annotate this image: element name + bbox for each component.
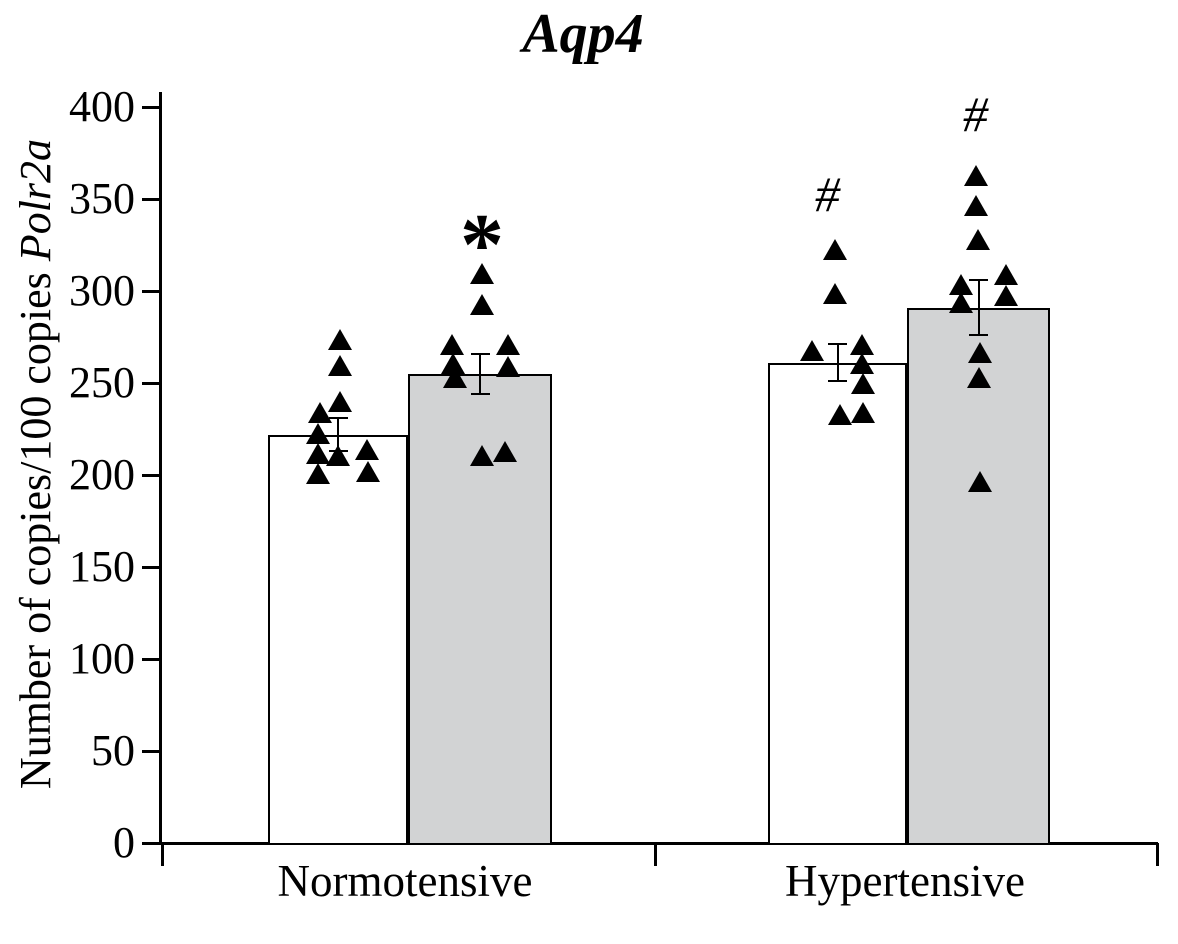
data-point-triangle (849, 334, 874, 356)
y-tick-label: 50 (91, 726, 135, 775)
y-tick-mark (142, 841, 160, 845)
error-bar-cap-top (328, 416, 348, 419)
y-tick-label: 200 (69, 450, 135, 499)
data-point-triangle (496, 334, 520, 356)
error-bar-line (337, 417, 339, 452)
data-point-triangle (799, 339, 824, 361)
y-tick-label: 150 (69, 542, 135, 591)
error-bar-line (977, 279, 980, 336)
data-point-triangle (470, 262, 494, 284)
error-bar-cap-bottom (969, 334, 988, 337)
y-axis-label-text: Number of copies/100 copies (11, 261, 60, 790)
y-tick-label: 250 (69, 358, 135, 407)
data-point-triangle (963, 194, 988, 216)
y-tick-mark (142, 657, 160, 661)
bar-hypertensive-white (768, 362, 907, 845)
error-bar-cap-bottom (828, 380, 847, 383)
chart-title: Aqp4 (522, 3, 644, 65)
data-point-triangle (470, 293, 494, 315)
x-tick-mark (653, 843, 657, 866)
y-tick-mark (142, 289, 160, 293)
y-tick-mark (142, 749, 160, 753)
significance-marker-glyph: # (963, 85, 988, 142)
bar-hypertensive-gray (907, 307, 1050, 845)
data-point-triangle (470, 444, 494, 466)
y-tick-label: 300 (69, 266, 135, 315)
data-point-triangle (948, 273, 973, 295)
error-bar-cap-top (470, 352, 490, 355)
y-tick-label: 350 (69, 174, 135, 223)
error-bar-cap-bottom (470, 393, 490, 396)
error-bar-line (479, 353, 481, 395)
significance-marker: * (442, 179, 522, 294)
data-point-triangle (306, 442, 330, 464)
y-axis-line (159, 92, 162, 845)
data-point-triangle (966, 367, 991, 389)
x-category-label: Hypertensive (785, 856, 1025, 906)
data-point-triangle (306, 422, 330, 444)
y-tick-mark (142, 473, 160, 477)
error-bar-line (836, 344, 839, 382)
data-point-triangle (306, 463, 330, 485)
x-tick-mark (160, 843, 164, 866)
data-point-triangle (948, 292, 973, 314)
data-point-triangle (967, 470, 992, 492)
data-point-triangle (993, 264, 1018, 286)
data-point-triangle (822, 238, 847, 260)
data-point-triangle (965, 229, 990, 251)
data-point-triangle (326, 444, 350, 466)
bar-normotensive-white (268, 434, 408, 845)
data-point-triangle (443, 367, 467, 389)
data-point-triangle (827, 404, 852, 426)
data-point-triangle (356, 461, 380, 483)
data-point-triangle (850, 373, 875, 394)
x-category-label: Normotensive (277, 856, 533, 906)
significance-marker-glyph: # (815, 166, 840, 223)
data-point-triangle (355, 439, 379, 461)
x-axis-line (159, 842, 1158, 845)
data-point-triangle (328, 354, 352, 376)
error-bar-cap-top (828, 343, 847, 346)
data-point-triangle (963, 165, 988, 187)
significance-marker: # (788, 153, 868, 233)
y-tick-mark (142, 381, 160, 385)
y-tick-label: 400 (69, 82, 135, 131)
data-point-triangle (328, 391, 352, 413)
data-point-triangle (967, 341, 992, 363)
y-tick-mark (142, 197, 160, 201)
data-point-triangle (308, 402, 332, 424)
y-tick-mark (142, 105, 160, 109)
data-point-triangle (496, 356, 520, 378)
y-tick-label: 0 (113, 818, 135, 867)
x-tick-mark (1155, 843, 1159, 866)
data-point-triangle (328, 328, 352, 350)
significance-marker-glyph: * (460, 197, 504, 295)
data-point-triangle (440, 334, 464, 356)
data-point-triangle (493, 441, 517, 463)
error-bar-cap-top (969, 278, 988, 281)
data-point-triangle (822, 282, 847, 304)
data-point-triangle (849, 352, 874, 374)
y-tick-mark (142, 565, 160, 569)
data-point-triangle (993, 284, 1018, 306)
significance-marker: # (936, 73, 1016, 153)
y-tick-label: 100 (69, 634, 135, 683)
data-point-triangle (850, 402, 875, 424)
